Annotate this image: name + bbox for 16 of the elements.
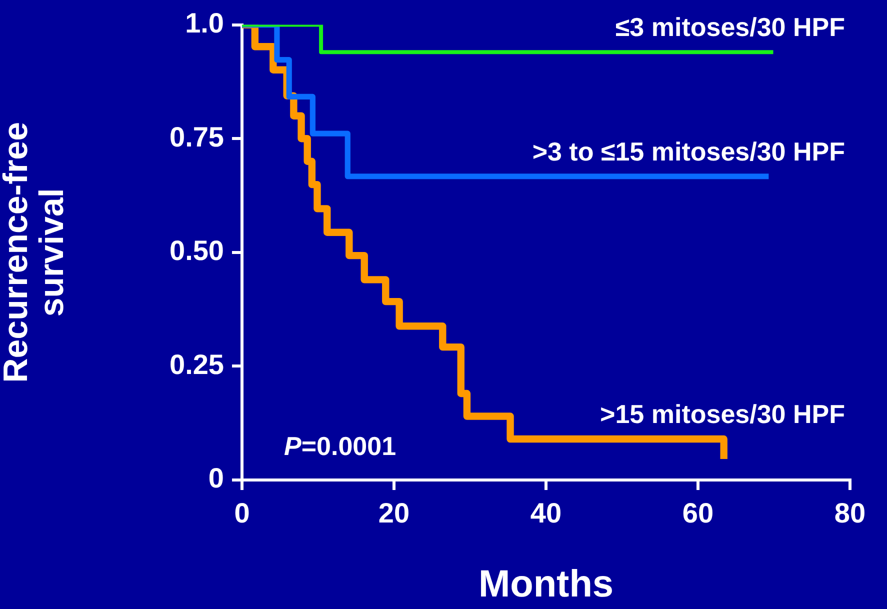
x-tick-label: 40	[530, 498, 562, 529]
series-label: >3 to ≤15 mitoses/30 HPF	[532, 136, 845, 166]
y-tick-label: 0	[208, 462, 224, 494]
x-tick-label: 20	[378, 498, 410, 529]
series-label: ≤3 mitoses/30 HPF	[615, 12, 845, 42]
series-label: >15 mitoses/30 HPF	[600, 399, 845, 430]
annotation: P=0.0001	[284, 431, 396, 461]
y-axis-title: Recurrence-free survival	[0, 122, 71, 383]
x-tick-label: 80	[834, 498, 866, 529]
x-axis-title: Months	[478, 564, 614, 606]
y-tick-label: 1.0	[185, 8, 224, 39]
y-tick-label: 0.25	[170, 348, 224, 380]
y-tick-label: 0.50	[170, 235, 224, 266]
x-tick-label: 0	[234, 498, 250, 529]
x-tick-label: 60	[682, 498, 714, 529]
y-tick-label: 0.75	[170, 121, 224, 152]
